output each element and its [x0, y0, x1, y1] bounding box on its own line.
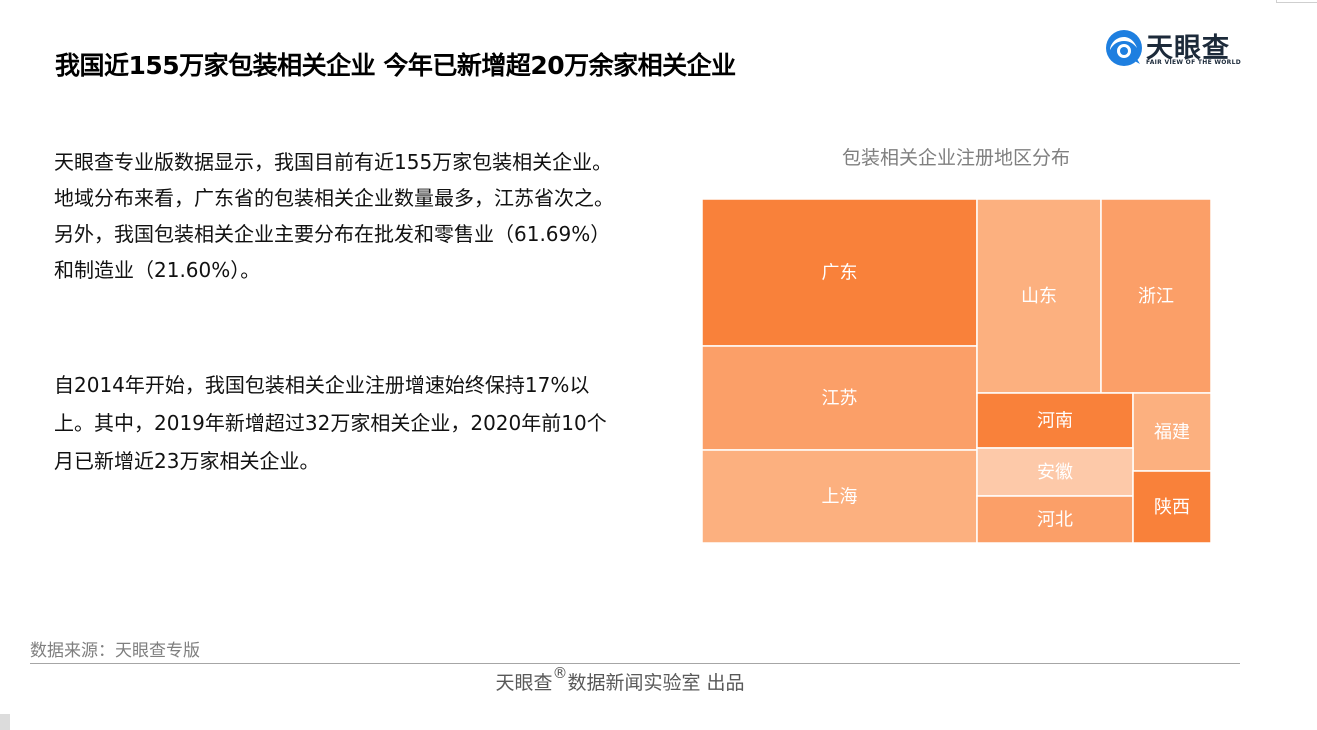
- logo-text: 天眼查: [1146, 33, 1230, 64]
- treemap-cell-4: [976, 198, 1102, 394]
- brand-logo: 天眼查 FAIR VIEW OF THE WORLD: [1104, 26, 1244, 70]
- treemap-cell-9: [976, 495, 1134, 544]
- treemap-cell-8: [976, 447, 1134, 497]
- credit-brand: 天眼查: [495, 672, 553, 694]
- credit-rest: 数据新闻实验室 出品: [567, 672, 745, 694]
- treemap-label-2: 江苏: [822, 388, 858, 409]
- treemap-cell-3: [701, 449, 978, 544]
- treemap-cell-6: [976, 392, 1134, 449]
- data-source: 数据来源：天眼查专版: [30, 641, 200, 661]
- growth-paragraph: 自2014年开始，我国包装相关企业注册增速始终保持17%以上。其中，2019年新…: [54, 373, 607, 473]
- treemap-cell-2: [701, 345, 978, 451]
- treemap-label-10: 陕西: [1154, 497, 1190, 518]
- edge-mark: [0, 714, 10, 730]
- treemap-label-3: 上海: [822, 487, 858, 508]
- treemap-label-6: 河南: [1037, 411, 1073, 432]
- treemap-label-9: 河北: [1037, 510, 1073, 531]
- chart-title: 包装相关企业注册地区分布: [841, 147, 1070, 169]
- treemap-cell-7: [1132, 392, 1212, 472]
- treemap-label-7: 福建: [1154, 422, 1190, 443]
- footer-divider: [30, 663, 1240, 664]
- treemap-cell-10: [1132, 470, 1212, 544]
- treemap-cell-5: [1100, 198, 1212, 394]
- page-title: 我国近155万家包装相关企业 今年已新增超20万余家相关企业: [55, 51, 736, 80]
- treemap-label-1: 广东: [822, 263, 858, 284]
- treemap-label-8: 安徽: [1037, 462, 1073, 483]
- registered-mark: ®: [552, 664, 568, 682]
- treemap-cell-1: [701, 198, 978, 347]
- treemap-label-5: 浙江: [1138, 286, 1174, 307]
- summary-paragraph: 天眼查专业版数据显示，我国目前有近155万家包装相关企业。地域分布来看，广东省的…: [54, 150, 614, 282]
- eye-logo-icon: [1106, 30, 1142, 66]
- logo-subtitle: FAIR VIEW OF THE WORLD: [1146, 59, 1242, 66]
- treemap-label-4: 山东: [1021, 286, 1057, 307]
- corner-mark: [1276, 0, 1317, 3]
- footer-credit: 天眼查®数据新闻实验室 出品: [0, 664, 1240, 695]
